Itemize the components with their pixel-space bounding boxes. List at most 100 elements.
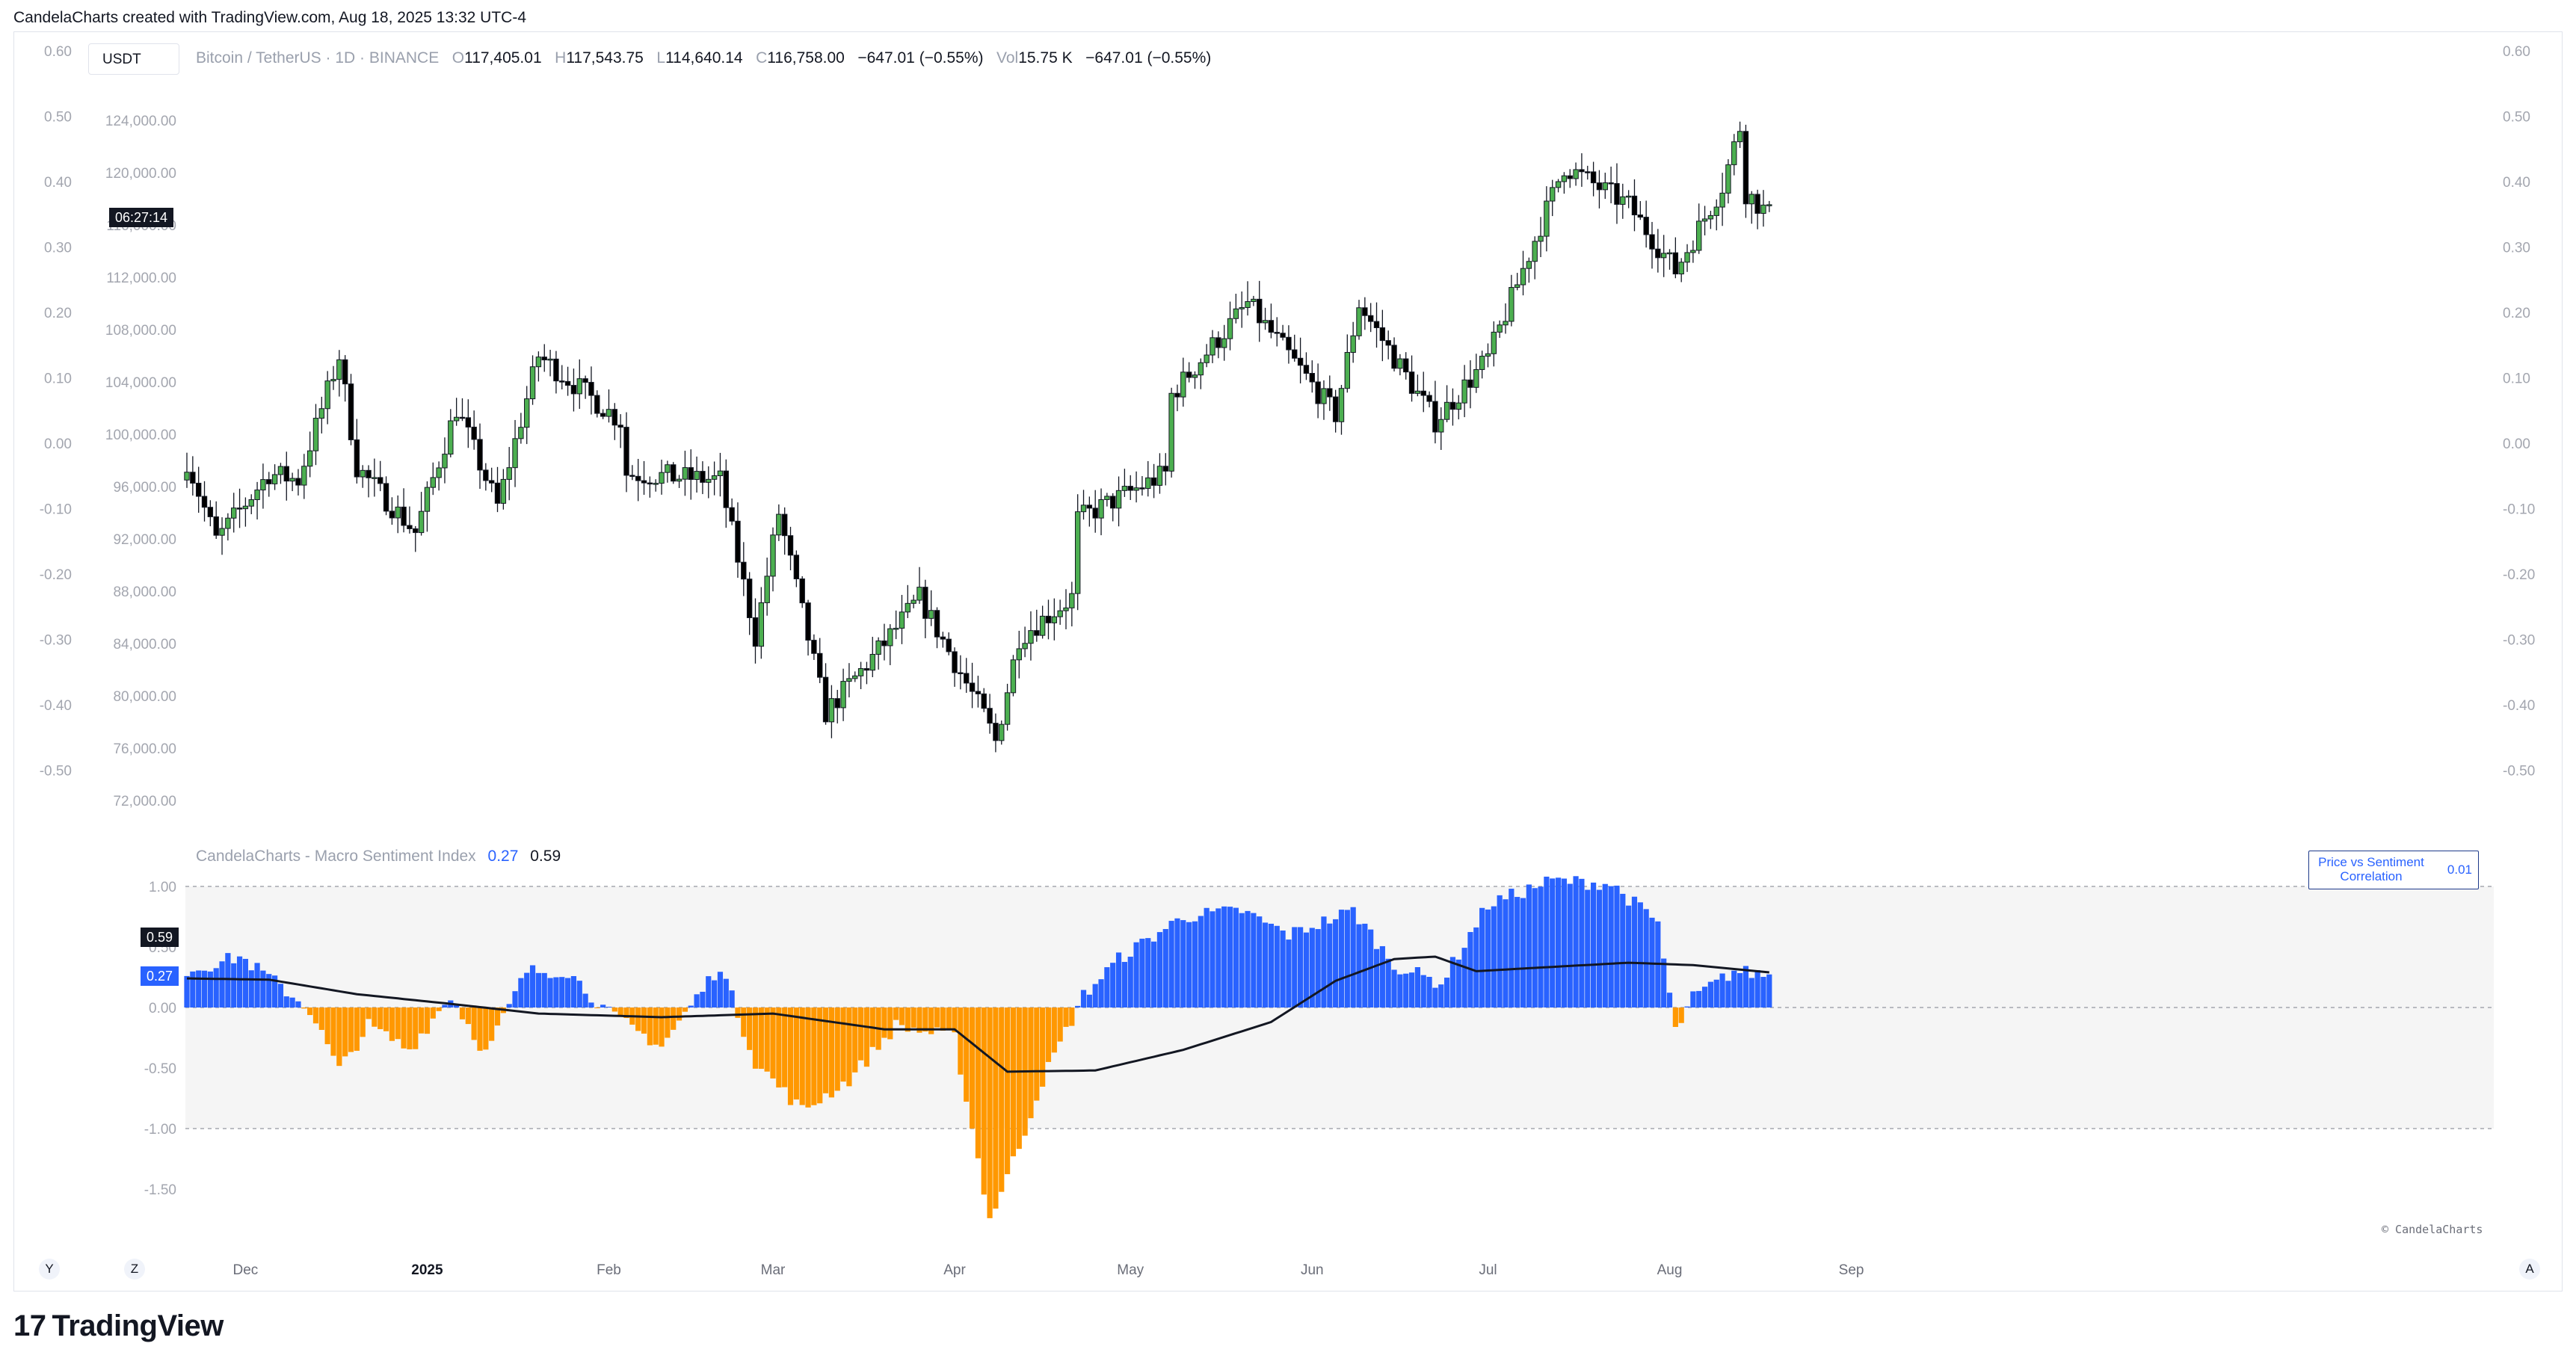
candle <box>424 481 431 532</box>
sentiment-bar <box>254 963 260 1007</box>
candle <box>219 517 225 555</box>
chart-frame <box>13 31 2563 1292</box>
candle-body <box>301 466 307 486</box>
candle-body <box>1438 419 1444 433</box>
auto-scale-button[interactable]: A <box>2519 1259 2540 1280</box>
tradingview-brand[interactable]: 17 TradingView <box>13 1309 224 1343</box>
candle-body <box>195 482 202 497</box>
candle <box>869 637 875 678</box>
nav-z-button[interactable]: Z <box>124 1259 145 1280</box>
countdown-badge: 06:27:14 <box>109 208 174 227</box>
candle <box>1666 249 1673 270</box>
sentiment-bar <box>442 1005 448 1007</box>
sentiment-bar <box>576 981 582 1007</box>
sentiment-bar <box>1086 994 1092 1007</box>
candle <box>793 550 800 587</box>
candle-body <box>922 587 928 619</box>
candle <box>1121 469 1128 497</box>
sentiment-bar <box>1637 902 1643 1007</box>
sentiment-bar <box>799 1007 805 1105</box>
indicator-name[interactable]: CandelaCharts - Macro Sentiment Index <box>196 848 476 865</box>
change-value: −647.01 (−0.55%) <box>857 49 984 67</box>
sentiment-bar <box>770 1007 776 1079</box>
candle-body <box>524 398 530 428</box>
candle-body <box>1596 182 1603 191</box>
volume-key: Vol <box>996 49 1019 67</box>
candle-body <box>1303 365 1310 374</box>
sentiment-bar <box>665 1007 671 1038</box>
candle <box>1204 344 1210 368</box>
candle-body <box>1156 466 1163 486</box>
candle <box>306 431 313 478</box>
candle-body <box>1098 499 1104 519</box>
currency-selector[interactable]: USDT <box>88 43 179 75</box>
candle <box>694 456 700 493</box>
open-value: 117,405.01 <box>464 49 542 67</box>
candle <box>1016 630 1022 679</box>
candle-body <box>1509 287 1515 322</box>
candle <box>1426 391 1432 408</box>
candle-body <box>395 506 401 519</box>
candle-body <box>1239 307 1245 309</box>
candle <box>940 632 946 648</box>
candle-body <box>594 395 600 414</box>
close-value: 116,758.00 <box>767 49 845 67</box>
sentiment-bar <box>454 1005 460 1007</box>
candle <box>606 389 612 423</box>
candle-body <box>1004 692 1011 725</box>
candle-body <box>1168 392 1174 472</box>
sentiment-bar <box>1408 972 1415 1007</box>
sentiment-bar <box>1414 967 1420 1007</box>
sentiment-bar <box>236 956 243 1007</box>
candle-body <box>1080 504 1087 513</box>
candle-body <box>576 378 582 395</box>
candle <box>1051 598 1058 641</box>
candle <box>1449 388 1456 426</box>
sentiment-bar <box>752 1007 759 1069</box>
candle-body <box>811 640 817 654</box>
sentiment-bar <box>1192 921 1198 1007</box>
candle <box>741 542 747 596</box>
candle-body <box>459 416 466 419</box>
candle-body <box>1379 327 1386 342</box>
candle <box>207 500 214 527</box>
sentiment-bar <box>1438 984 1444 1007</box>
sentiment-bar <box>1098 979 1104 1007</box>
candle-body <box>940 636 946 640</box>
candle <box>201 481 208 522</box>
sentiment-bar <box>611 1007 617 1012</box>
candle-body <box>1608 182 1614 185</box>
sentiment-bar <box>1608 886 1614 1007</box>
candle <box>1438 407 1444 450</box>
sentiment-bar <box>318 1007 324 1030</box>
sentiment-bar <box>1239 913 1245 1007</box>
candle <box>834 690 840 723</box>
sentiment-bar <box>324 1007 330 1045</box>
candle <box>822 663 829 725</box>
candle-body <box>231 507 237 519</box>
candle-body <box>1479 356 1485 370</box>
candle-body <box>330 379 336 382</box>
right-scale-tick-label: -0.10 <box>2503 502 2535 518</box>
candle-body <box>1174 392 1180 398</box>
candle-body <box>659 472 665 484</box>
candle-body <box>799 578 805 604</box>
symbol-label[interactable]: Bitcoin / TetherUS · 1D · BINANCE <box>196 49 440 67</box>
candle <box>764 558 770 616</box>
sentiment-bar <box>354 1007 360 1051</box>
candle <box>1303 352 1310 380</box>
candle-body <box>1719 192 1725 208</box>
sentiment-bar <box>1063 1007 1069 1027</box>
candle-body <box>201 496 208 508</box>
sentiment-bar <box>471 1007 477 1040</box>
candle-body <box>477 439 483 471</box>
candle <box>746 572 753 635</box>
sentiment-bar <box>301 1007 307 1009</box>
sentiment-bar <box>852 1007 858 1073</box>
candle <box>1455 395 1461 420</box>
candle-body <box>700 471 706 483</box>
sentiment-bar <box>805 1007 811 1108</box>
nav-y-button[interactable]: Y <box>39 1259 60 1280</box>
candle-body <box>641 480 647 484</box>
